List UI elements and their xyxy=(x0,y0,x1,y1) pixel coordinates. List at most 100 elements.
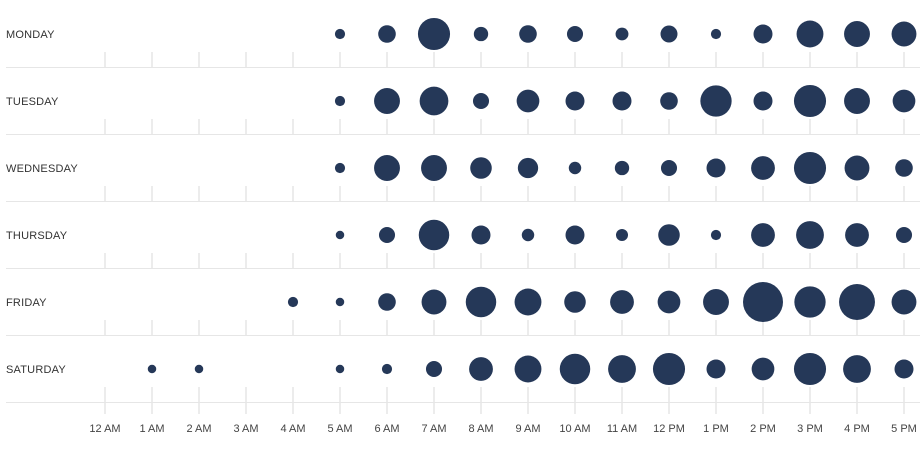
bubble[interactable] xyxy=(615,228,629,242)
bubble[interactable] xyxy=(743,282,783,322)
bubble[interactable] xyxy=(891,21,917,47)
bubble[interactable] xyxy=(287,296,299,308)
bubble[interactable] xyxy=(894,359,914,379)
bubble[interactable] xyxy=(473,26,489,42)
bubble[interactable] xyxy=(514,355,542,383)
bubble[interactable] xyxy=(660,159,678,177)
hour-tick-label: 4 AM xyxy=(280,423,305,435)
bubble[interactable] xyxy=(471,225,491,245)
bubble[interactable] xyxy=(844,21,870,47)
bubble[interactable] xyxy=(710,229,722,241)
bubble[interactable] xyxy=(470,157,492,179)
hour-tick-label: 10 AM xyxy=(559,423,590,435)
hour-tick-label: 4 PM xyxy=(844,423,870,435)
day-label: MONDAY xyxy=(6,29,55,41)
bubble[interactable] xyxy=(378,226,396,244)
bubble[interactable] xyxy=(710,28,722,40)
bubble[interactable] xyxy=(194,364,204,374)
bubble[interactable] xyxy=(610,290,634,314)
hour-tick-label: 2 AM xyxy=(186,423,211,435)
bubble[interactable] xyxy=(652,352,686,386)
bubbles xyxy=(147,17,917,386)
bubble[interactable] xyxy=(565,225,585,245)
bubble[interactable] xyxy=(794,286,826,318)
bubble[interactable] xyxy=(753,24,773,44)
bubble[interactable] xyxy=(469,357,493,381)
bubble[interactable] xyxy=(615,27,629,41)
bubble[interactable] xyxy=(564,291,586,313)
bubble[interactable] xyxy=(895,159,913,177)
bubble[interactable] xyxy=(335,230,345,240)
hour-tick-label: 1 AM xyxy=(139,423,164,435)
bubble[interactable] xyxy=(517,157,539,179)
bubble[interactable] xyxy=(657,290,681,314)
bubble[interactable] xyxy=(378,293,396,311)
bubble[interactable] xyxy=(608,355,636,383)
bubble[interactable] xyxy=(614,160,630,176)
bubble[interactable] xyxy=(892,89,916,113)
bubble[interactable] xyxy=(700,85,732,117)
day-label: WEDNESDAY xyxy=(6,163,78,175)
day-label: FRIDAY xyxy=(6,297,47,309)
bubble[interactable] xyxy=(334,162,346,174)
bubble[interactable] xyxy=(421,155,447,181)
hour-tick-label: 12 AM xyxy=(89,423,120,435)
bubble[interactable] xyxy=(335,364,345,374)
hour-tick-label: 8 AM xyxy=(468,423,493,435)
bubble[interactable] xyxy=(334,95,346,107)
bubble[interactable] xyxy=(612,91,632,111)
bubble[interactable] xyxy=(751,357,775,381)
bubble[interactable] xyxy=(844,155,870,181)
day-label: SATURDAY xyxy=(6,364,66,376)
bubble[interactable] xyxy=(419,86,449,116)
day-label: THURSDAY xyxy=(6,230,68,242)
hour-tick-label: 3 AM xyxy=(233,423,258,435)
bubble[interactable] xyxy=(658,224,680,246)
bubble[interactable] xyxy=(568,161,582,175)
bubble[interactable] xyxy=(753,91,773,111)
bubble[interactable] xyxy=(751,156,775,180)
bubble[interactable] xyxy=(514,288,542,316)
bubble[interactable] xyxy=(566,25,584,43)
bubble[interactable] xyxy=(381,363,393,375)
hour-tick-label: 9 AM xyxy=(515,423,540,435)
hour-tick-label: 2 PM xyxy=(750,423,776,435)
bubble[interactable] xyxy=(516,89,540,113)
bubble[interactable] xyxy=(891,289,917,315)
bubble[interactable] xyxy=(796,221,824,249)
bubble[interactable] xyxy=(425,360,443,378)
hour-tick-label: 7 AM xyxy=(421,423,446,435)
bubble[interactable] xyxy=(334,28,346,40)
bubble[interactable] xyxy=(895,226,913,244)
bubble[interactable] xyxy=(417,17,451,51)
bubble[interactable] xyxy=(472,92,490,110)
bubble[interactable] xyxy=(751,223,775,247)
bubble[interactable] xyxy=(418,219,450,251)
bubble[interactable] xyxy=(660,92,678,110)
bubble[interactable] xyxy=(147,364,157,374)
bubble[interactable] xyxy=(335,297,345,307)
bubble[interactable] xyxy=(378,25,396,43)
bubble[interactable] xyxy=(706,359,726,379)
hour-tick-label: 5 AM xyxy=(327,423,352,435)
bubble[interactable] xyxy=(374,88,400,114)
bubble[interactable] xyxy=(559,353,591,385)
bubble[interactable] xyxy=(519,25,537,43)
bubble[interactable] xyxy=(839,284,875,320)
bubble[interactable] xyxy=(565,91,585,111)
bubble[interactable] xyxy=(793,151,827,185)
bubble[interactable] xyxy=(660,25,678,43)
bubble[interactable] xyxy=(844,88,870,114)
bubble[interactable] xyxy=(374,155,400,181)
bubble[interactable] xyxy=(521,228,535,242)
bubble[interactable] xyxy=(421,289,447,315)
bubble[interactable] xyxy=(703,289,729,315)
bubble[interactable] xyxy=(796,20,824,48)
bubble[interactable] xyxy=(843,355,871,383)
bubble[interactable] xyxy=(793,352,827,386)
bubble[interactable] xyxy=(465,286,497,318)
bubble[interactable] xyxy=(793,84,827,118)
bubble[interactable] xyxy=(706,158,726,178)
bubble[interactable] xyxy=(845,223,869,247)
